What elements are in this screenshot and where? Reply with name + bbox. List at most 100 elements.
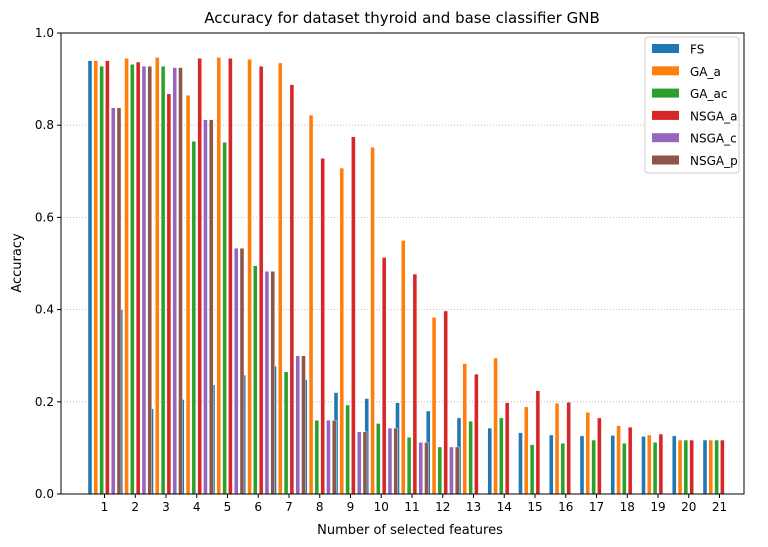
bar-nsga-p-1 [116,107,122,495]
bar-ga-a-9 [339,167,344,495]
y-tick-label: 0.0 [35,487,54,501]
bar-ga-a-4 [185,95,191,495]
bar-ga-a-6 [247,59,252,495]
bar-ga-a-17 [585,412,590,495]
x-tick-label: 5 [224,500,232,514]
bar-ga-ac-8 [314,420,320,495]
legend-swatch [652,110,679,120]
bar-fs-14 [487,427,492,495]
bar-nsga-a-5 [228,58,233,495]
bar-ga-ac-10 [376,423,381,495]
bar-nsga-a-2 [135,61,141,495]
bar-ga-ac-5 [222,142,227,495]
bar-ga-ac-17 [591,439,596,495]
bar-nsga-a-7 [289,84,295,495]
x-tick-label: 7 [285,500,293,514]
bar-ga-ac-1 [99,65,104,495]
x-tick-label: 11 [404,500,419,514]
bar-nsga-a-20 [689,439,694,495]
bar-fs-15 [518,432,523,495]
x-tick-label: 15 [527,500,542,514]
bar-ga-ac-11 [406,437,412,495]
bar-nsga-a-16 [566,402,571,495]
bar-ga-a-7 [278,62,283,495]
x-tick-label: 13 [466,500,481,514]
bar-nsga-p-11 [424,442,429,495]
bar-nsga-p-12 [455,446,460,495]
bar-ga-ac-15 [529,444,535,495]
bar-ga-ac-16 [560,443,566,495]
x-tick-label: 17 [589,500,604,514]
bar-ga-ac-19 [652,442,658,495]
bar-fs-19 [641,436,646,495]
bar-nsga-a-6 [258,65,264,495]
bar-nsga-p-3 [178,67,183,495]
legend-label: GA_ac [690,87,727,101]
bar-nsga-c-2 [141,65,147,495]
bar-ga-a-21 [708,439,713,495]
x-axis-label: Number of selected features [317,523,503,538]
bar-ga-a-3 [155,57,160,495]
bar-ga-ac-20 [683,439,689,495]
bar-nsga-a-18 [627,426,633,495]
bar-nsga-c-12 [449,446,454,495]
bar-nsga-a-12 [443,310,448,495]
x-tick-label: 10 [374,500,389,514]
bar-ga-a-5 [216,57,222,495]
bar-ga-ac-12 [437,446,443,495]
bar-fs-16 [549,434,554,495]
bar-nsga-c-1 [110,107,116,495]
bar-nsga-p-6 [270,271,275,495]
bar-ga-a-8 [308,114,314,495]
y-axis-ticks: 0.0 0.2 0.4 0.6 0.8 1.0 [35,26,61,501]
bar-nsga-a-4 [197,58,202,495]
x-tick-label: 4 [193,500,201,514]
bar-fs-17 [579,435,585,495]
bar-nsga-c-9 [357,431,362,495]
bar-nsga-c-6 [264,271,270,495]
bar-nsga-a-15 [535,390,541,495]
bar-nsga-c-7 [295,355,300,495]
bar-fs-21 [702,439,708,495]
bar-nsga-c-8 [326,420,331,495]
y-tick-label: 0.6 [35,210,54,224]
legend-label: NSGA_c [690,132,737,146]
bar-nsga-c-4 [203,119,208,495]
bar-fs-20 [672,435,677,495]
x-tick-label: 6 [254,500,262,514]
y-tick-label: 0.4 [35,303,54,317]
bar-nsga-a-17 [597,417,602,495]
bar-nsga-p-2 [147,65,152,495]
bar-ga-ac-13 [468,420,473,495]
bar-nsga-c-10 [387,427,393,495]
x-tick-label: 3 [162,500,170,514]
y-tick-label: 0.8 [35,118,54,132]
legend-swatch [652,66,679,76]
bar-nsga-a-21 [720,439,725,495]
bar-nsga-a-3 [166,93,172,495]
x-tick-label: 2 [131,500,139,514]
bar-fs-1 [87,60,93,495]
bar-ga-ac-18 [622,443,627,495]
legend-swatch [652,133,679,143]
bar-ga-a-16 [554,402,560,495]
bar-ga-a-18 [616,425,621,495]
bar-ga-a-19 [647,434,652,495]
bar-ga-a-14 [493,357,498,495]
y-axis-label: Accuracy [10,233,25,293]
legend: FS GA_a GA_ac NSGA_a NSGA_c NSGA_p [644,36,740,174]
bar-nsga-c-3 [172,67,177,495]
bar-ga-a-11 [401,240,406,495]
x-tick-label: 14 [497,500,512,514]
legend-label: NSGA_a [690,109,737,123]
bar-nsga-a-8 [320,158,325,495]
x-tick-label: 16 [558,500,573,514]
bar-ga-ac-7 [283,371,289,495]
bar-nsga-a-19 [658,433,664,495]
legend-box [644,36,740,174]
bar-nsga-a-14 [504,402,510,495]
bar-nsga-p-4 [209,119,214,495]
bar-ga-a-20 [677,439,683,495]
bar-nsga-a-13 [474,373,479,495]
x-tick-label: 19 [650,500,665,514]
